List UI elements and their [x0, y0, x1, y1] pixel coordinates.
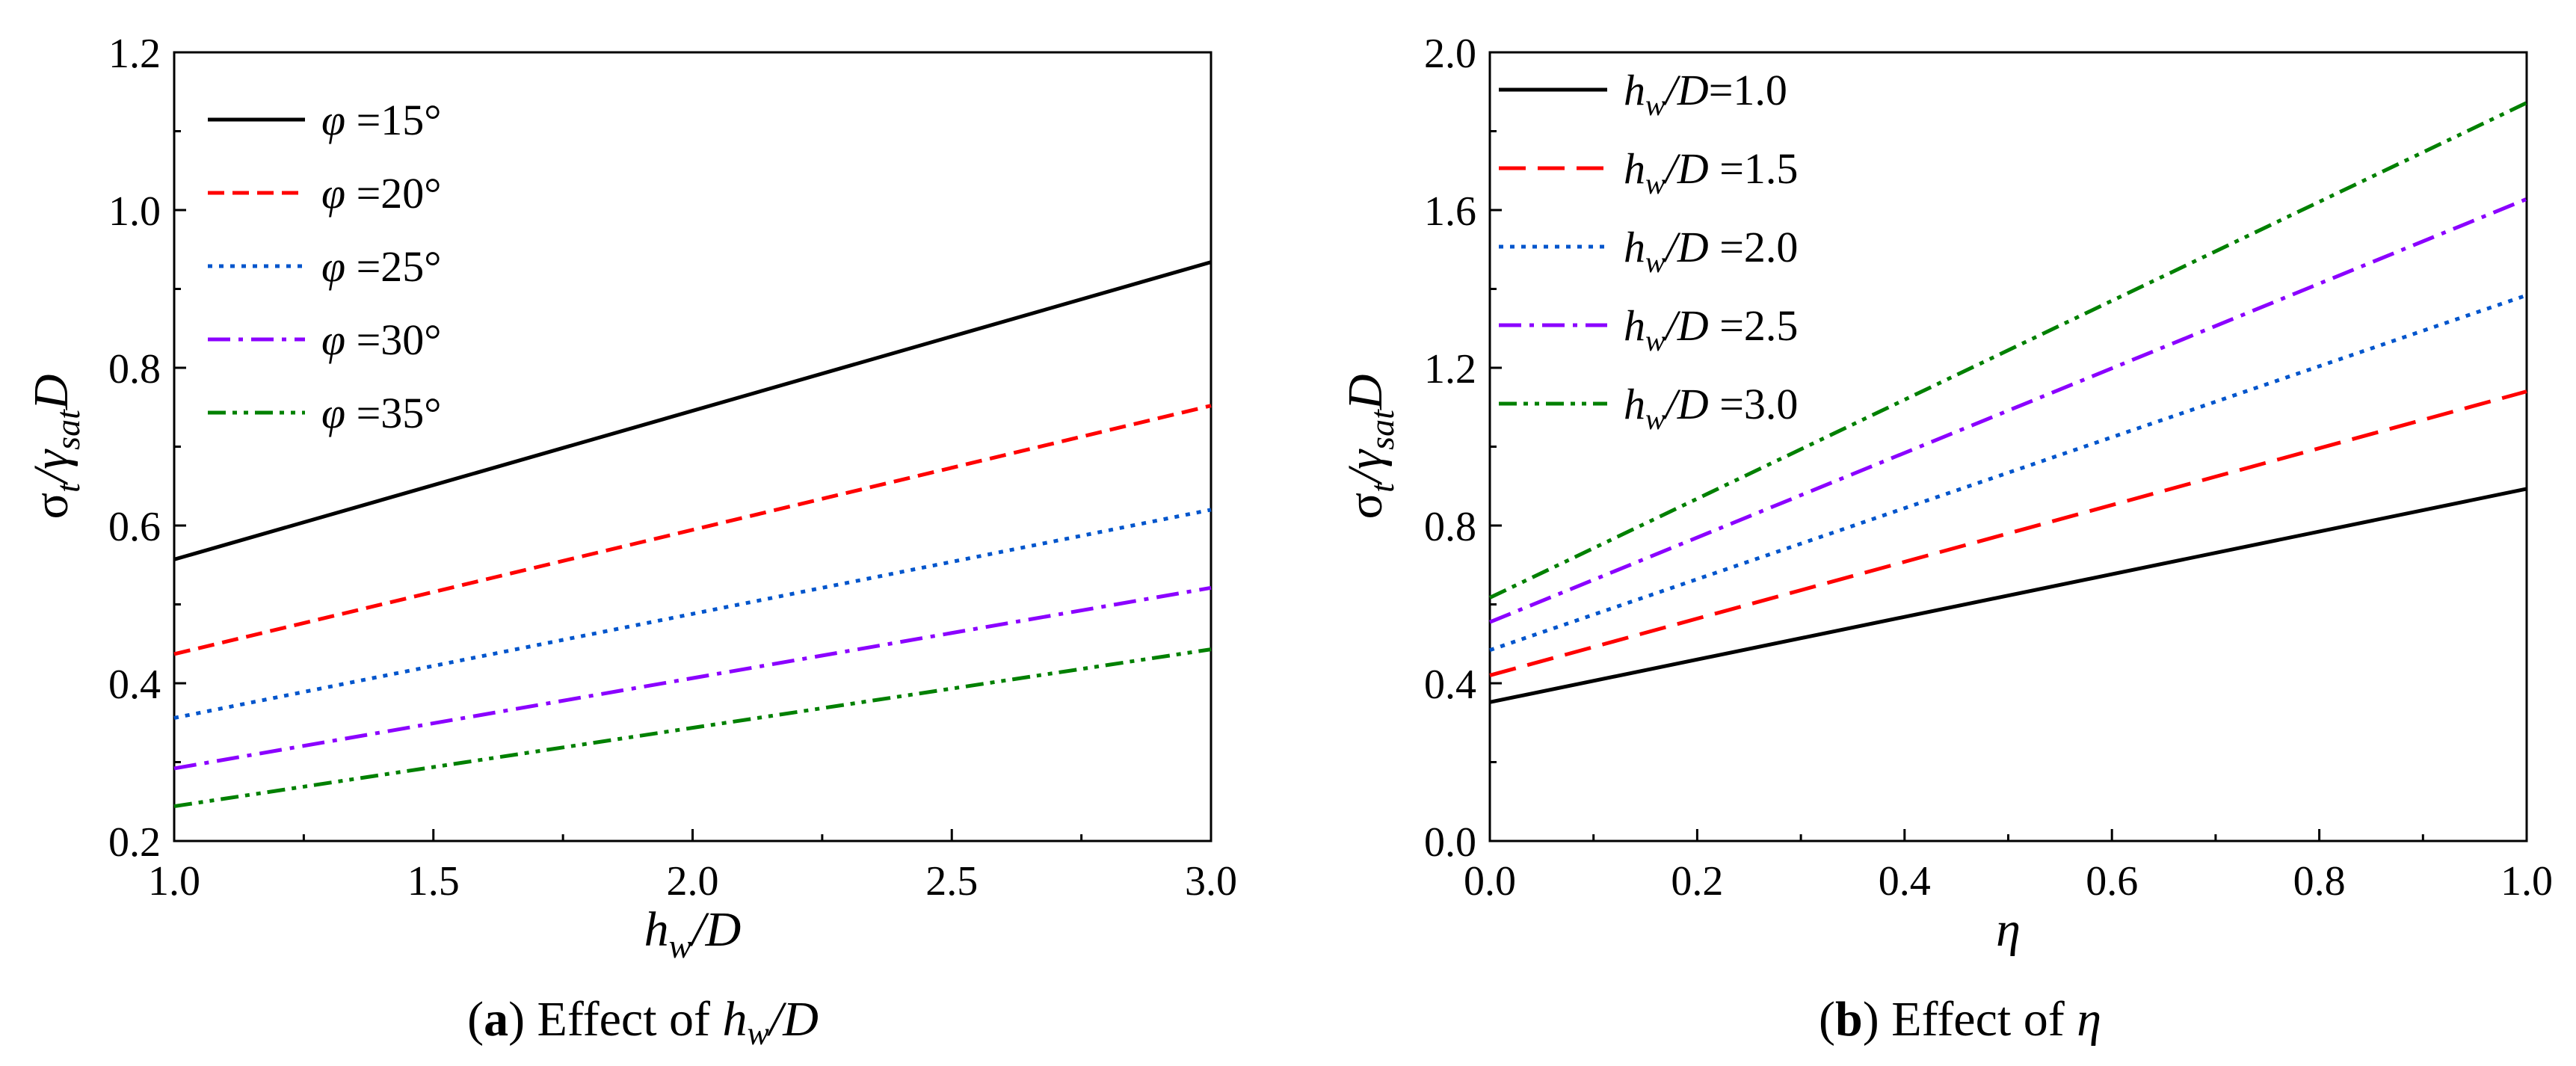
- y-tick-label: 0.8: [1424, 504, 1476, 550]
- x-axis-label: hw/D: [644, 902, 742, 965]
- legend-label: hw/D =2.5: [1624, 301, 1798, 357]
- y-axis-label: σt/γsatD: [24, 374, 87, 519]
- legend-item: hw/D =2.5: [1499, 301, 1798, 357]
- y-tick-label: 1.6: [1424, 188, 1476, 235]
- x-tick-label: 0.0: [1464, 858, 1516, 905]
- legend-item: hw/D=1.0: [1499, 66, 1787, 122]
- series-line: [173, 585, 1212, 771]
- y-tick-label: 1.0: [108, 188, 161, 235]
- x-tick-label: 0.6: [2086, 858, 2138, 905]
- legend: hw/D=1.0 hw/D =1.5 hw/D =2.0 hw/D =2.5 hw/D …: [1499, 66, 1798, 436]
- x-tick-label: 2.0: [667, 858, 719, 905]
- x-tick-label: 1.0: [148, 858, 200, 905]
- chart-panel-a: 1.0 1.5 2.0 2.5 3.00.20.40.60.81.01.2φ =15°φ…: [24, 31, 1237, 1052]
- x-tick-label: 0.8: [2293, 858, 2346, 905]
- legend-item: φ =15°: [208, 96, 442, 144]
- chart-panel-b: 0.0 0.2 0.4 0.6 0.8 1.0 0.0 0.4 0.8 1.2 1.6 2.0 hw/D…: [1338, 31, 2553, 1047]
- legend-item: φ =35°: [208, 389, 442, 437]
- y-tick-label: 0.4: [1424, 662, 1476, 708]
- y-tick-label: 1.2: [1424, 346, 1476, 392]
- y-tick-label: 0.0: [1424, 819, 1476, 866]
- y-tick-label: 0.8: [108, 346, 161, 392]
- legend-label: hw/D =2.0: [1624, 223, 1798, 279]
- legend-item: hw/D =2.0: [1499, 223, 1798, 279]
- y-tick-label: 0.6: [108, 504, 161, 550]
- panel-caption: (a) Effect of hw/D: [467, 992, 819, 1052]
- legend-label: φ =20°: [321, 169, 442, 218]
- legend-label: hw/D =1.5: [1624, 144, 1798, 200]
- y-tick-label: 1.2: [108, 31, 161, 77]
- x-tick-label: 0.4: [1879, 858, 1931, 905]
- y-axis-label: σt/γsatD: [1338, 374, 1401, 519]
- legend-label: hw/D =3.0: [1624, 380, 1798, 436]
- x-tick-label: 1.5: [407, 858, 460, 905]
- legend-label: φ =35°: [321, 389, 442, 437]
- series-line: [173, 647, 1212, 809]
- legend-label: hw/D=1.0: [1624, 66, 1787, 122]
- series-line: [173, 508, 1212, 720]
- y-tick-label: 0.4: [108, 662, 161, 708]
- series-line: [1489, 197, 2527, 624]
- legend: φ =15° φ =20° φ =25° φ =30° φ =35°: [208, 96, 442, 437]
- legend-item: hw/D =1.5: [1499, 144, 1798, 200]
- series-line: [1489, 293, 2527, 653]
- panel-caption: (b) Effect of η: [1819, 992, 2101, 1047]
- x-tick-label: 2.5: [925, 858, 978, 905]
- legend-label: φ =15°: [321, 96, 442, 144]
- series-line: [1489, 389, 2527, 677]
- legend-label: φ =30°: [321, 315, 442, 364]
- y-tick-label: 0.2: [108, 819, 161, 866]
- x-tick-label: 0.2: [1671, 858, 1723, 905]
- legend-item: hw/D =3.0: [1499, 380, 1798, 436]
- legend-item: φ =20°: [208, 169, 442, 218]
- series-line: [1488, 101, 2528, 600]
- series-line: [173, 404, 1212, 656]
- series-line: [1489, 487, 2527, 704]
- legend-label: φ =25°: [321, 242, 442, 291]
- series-line: [173, 260, 1212, 561]
- legend-item: φ =30°: [208, 315, 442, 364]
- x-axis-label: η: [1996, 902, 2021, 957]
- x-tick-label: 3.0: [1185, 858, 1237, 905]
- x-tick-label: 1.0: [2500, 858, 2553, 905]
- y-tick-label: 2.0: [1424, 31, 1476, 77]
- legend-item: φ =25°: [208, 242, 442, 291]
